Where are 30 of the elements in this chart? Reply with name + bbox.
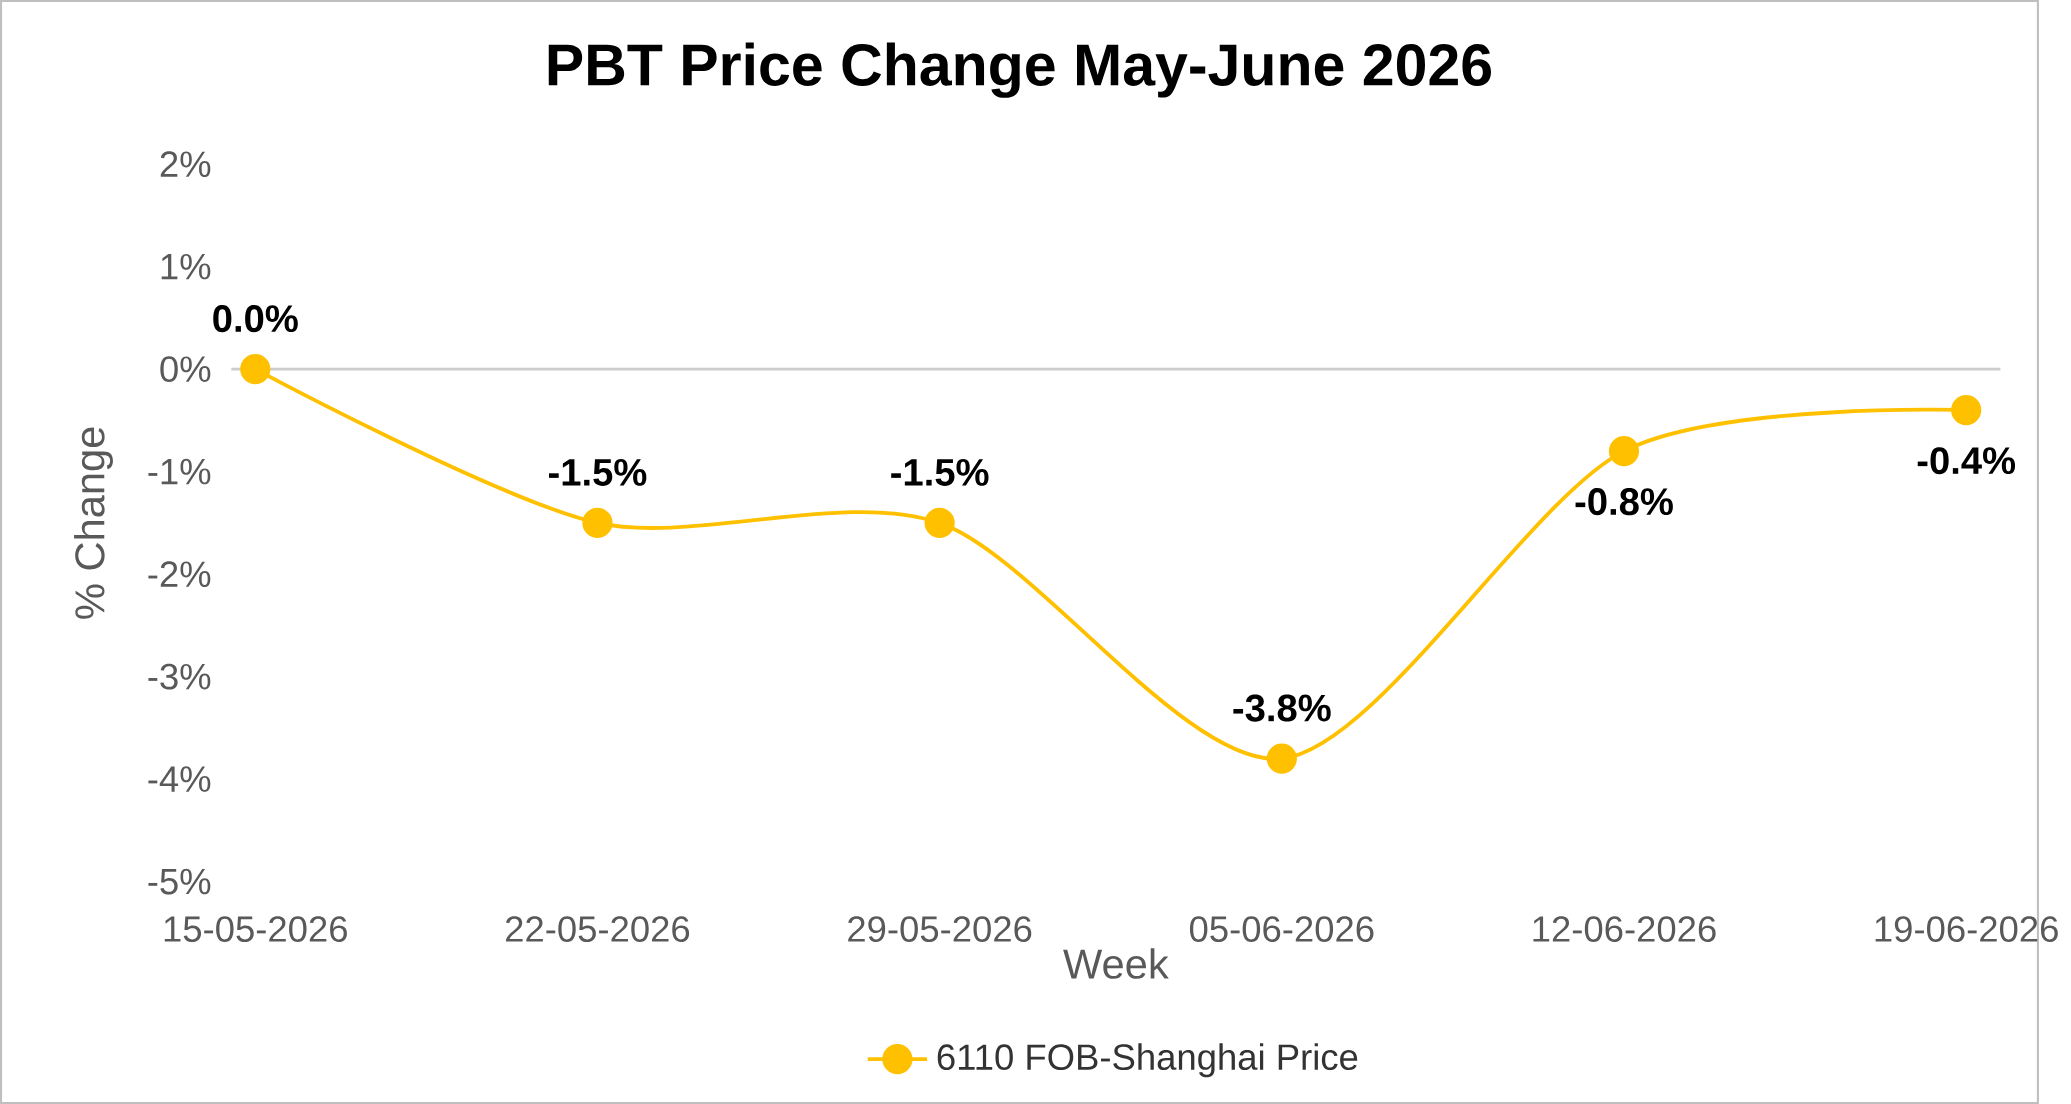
data-label: 0.0%	[213, 305, 298, 333]
x-tick-label: 29-05-2026	[848, 916, 1032, 942]
chart-title: PBT Price Change May-June 2026	[548, 42, 1491, 98]
point	[1608, 435, 1640, 467]
y-tick-label: -1%	[148, 458, 211, 485]
data-label: -1.5%	[891, 458, 989, 486]
y-tick-label: -5%	[148, 868, 211, 895]
data-label: -0.8%	[1575, 488, 1673, 516]
x-tick-label: 05-06-2026	[1189, 916, 1374, 942]
point	[924, 507, 955, 538]
y-tick-label: -2%	[148, 561, 211, 587]
x-axis-title: Week	[1063, 948, 1169, 979]
y-axis-title: % Change	[74, 427, 113, 619]
data-label: -1.5%	[549, 458, 647, 486]
point	[240, 353, 271, 385]
data-label: -3.8%	[1233, 694, 1331, 722]
x-tick-label: 15-05-2026	[164, 916, 347, 942]
point	[1266, 743, 1297, 774]
legend-label: 6110 FOB-Shanghai Price	[937, 1043, 1358, 1078]
x-tick-label: 22-05-2026	[506, 916, 690, 942]
y-tick-label: 1%	[161, 253, 211, 280]
y-tick-label: 2%	[160, 151, 211, 177]
point	[582, 507, 613, 538]
point	[1951, 395, 1982, 426]
y-tick-label: -3%	[148, 663, 211, 690]
y-tick-label: 0%	[160, 356, 211, 383]
x-tick-label: 19-06-2026	[1875, 916, 2058, 942]
y-tick-label: -4%	[148, 766, 211, 792]
x-tick-label: 12-06-2026	[1533, 916, 1716, 942]
data-label: -0.4%	[1917, 447, 2016, 475]
